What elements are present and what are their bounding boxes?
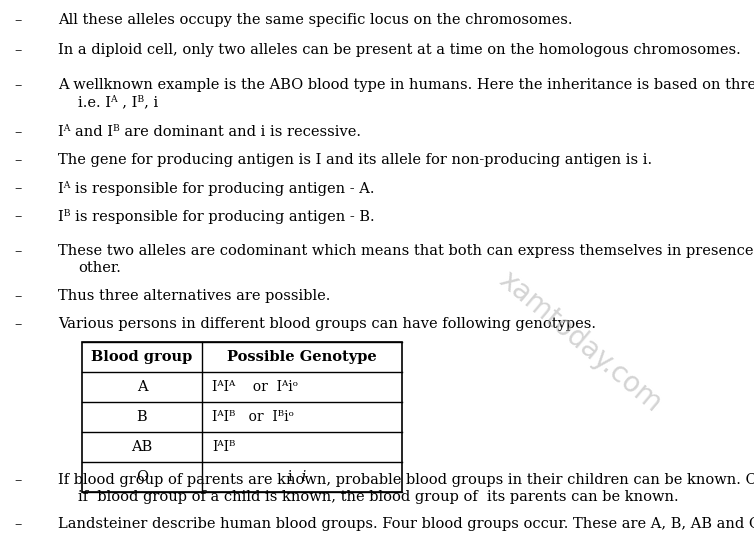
Text: Landsteiner describe human blood groups. Four blood groups occur. These are A, B: Landsteiner describe human blood groups.… bbox=[58, 517, 754, 531]
Text: O: O bbox=[136, 470, 148, 484]
Text: –: – bbox=[14, 43, 22, 57]
Text: –: – bbox=[14, 244, 22, 258]
Text: –: – bbox=[14, 289, 22, 303]
Text: –: – bbox=[14, 153, 22, 167]
Text: Blood group: Blood group bbox=[91, 350, 192, 364]
Text: –: – bbox=[14, 209, 22, 223]
Text: if  blood group of a child is known, the blood group of  its parents can be know: if blood group of a child is known, the … bbox=[78, 490, 679, 504]
Text: A wellknown example is the ABO blood type in humans. Here the inheritance is bas: A wellknown example is the ABO blood typ… bbox=[58, 78, 754, 92]
Text: i: i bbox=[297, 470, 306, 484]
Text: A: A bbox=[136, 380, 147, 394]
Text: In a diploid cell, only two alleles can be present at a time on the homologous c: In a diploid cell, only two alleles can … bbox=[58, 43, 740, 57]
Text: –: – bbox=[14, 13, 22, 27]
Bar bbox=[82, 342, 402, 492]
Text: Iᴬ and Iᴮ are dominant and i is recessive.: Iᴬ and Iᴮ are dominant and i is recessiv… bbox=[58, 125, 361, 139]
Text: –: – bbox=[14, 517, 22, 531]
Text: Thus three alternatives are possible.: Thus three alternatives are possible. bbox=[58, 289, 330, 303]
Text: xamtoday.com: xamtoday.com bbox=[493, 266, 667, 418]
Text: –: – bbox=[14, 78, 22, 92]
Text: IᴬIᴮ   or  Iᴮiᵒ: IᴬIᴮ or Iᴮiᵒ bbox=[212, 410, 294, 424]
Text: Various persons in different blood groups can have following genotypes.: Various persons in different blood group… bbox=[58, 317, 596, 331]
Text: IᴬIᴬ    or  Iᴬiᵒ: IᴬIᴬ or Iᴬiᵒ bbox=[212, 380, 298, 394]
Text: Iᴬ is responsible for producing antigen - A.: Iᴬ is responsible for producing antigen … bbox=[58, 180, 375, 196]
Text: other.: other. bbox=[78, 261, 121, 275]
Text: IᴬIᴮ: IᴬIᴮ bbox=[212, 440, 235, 454]
Text: The gene for producing antigen is I and its allele for non-producing antigen is : The gene for producing antigen is I and … bbox=[58, 153, 652, 167]
Text: If blood group of parents are known, probable blood groups in their children can: If blood group of parents are known, pro… bbox=[58, 473, 754, 487]
Text: i: i bbox=[287, 470, 297, 484]
Text: i.e. Iᴬ , Iᴮ, i: i.e. Iᴬ , Iᴮ, i bbox=[78, 95, 158, 109]
Text: Iᴮ is responsible for producing antigen - B.: Iᴮ is responsible for producing antigen … bbox=[58, 209, 375, 223]
Text: These two alleles are codominant which means that both can express themselves in: These two alleles are codominant which m… bbox=[58, 244, 754, 258]
Text: Possible Genotype: Possible Genotype bbox=[227, 350, 377, 364]
Text: All these alleles occupy the same specific locus on the chromosomes.: All these alleles occupy the same specif… bbox=[58, 13, 572, 27]
Text: –: – bbox=[14, 317, 22, 331]
Text: AB: AB bbox=[131, 440, 152, 454]
Text: –: – bbox=[14, 125, 22, 139]
Text: –: – bbox=[14, 473, 22, 487]
Text: –: – bbox=[14, 181, 22, 195]
Text: B: B bbox=[136, 410, 147, 424]
